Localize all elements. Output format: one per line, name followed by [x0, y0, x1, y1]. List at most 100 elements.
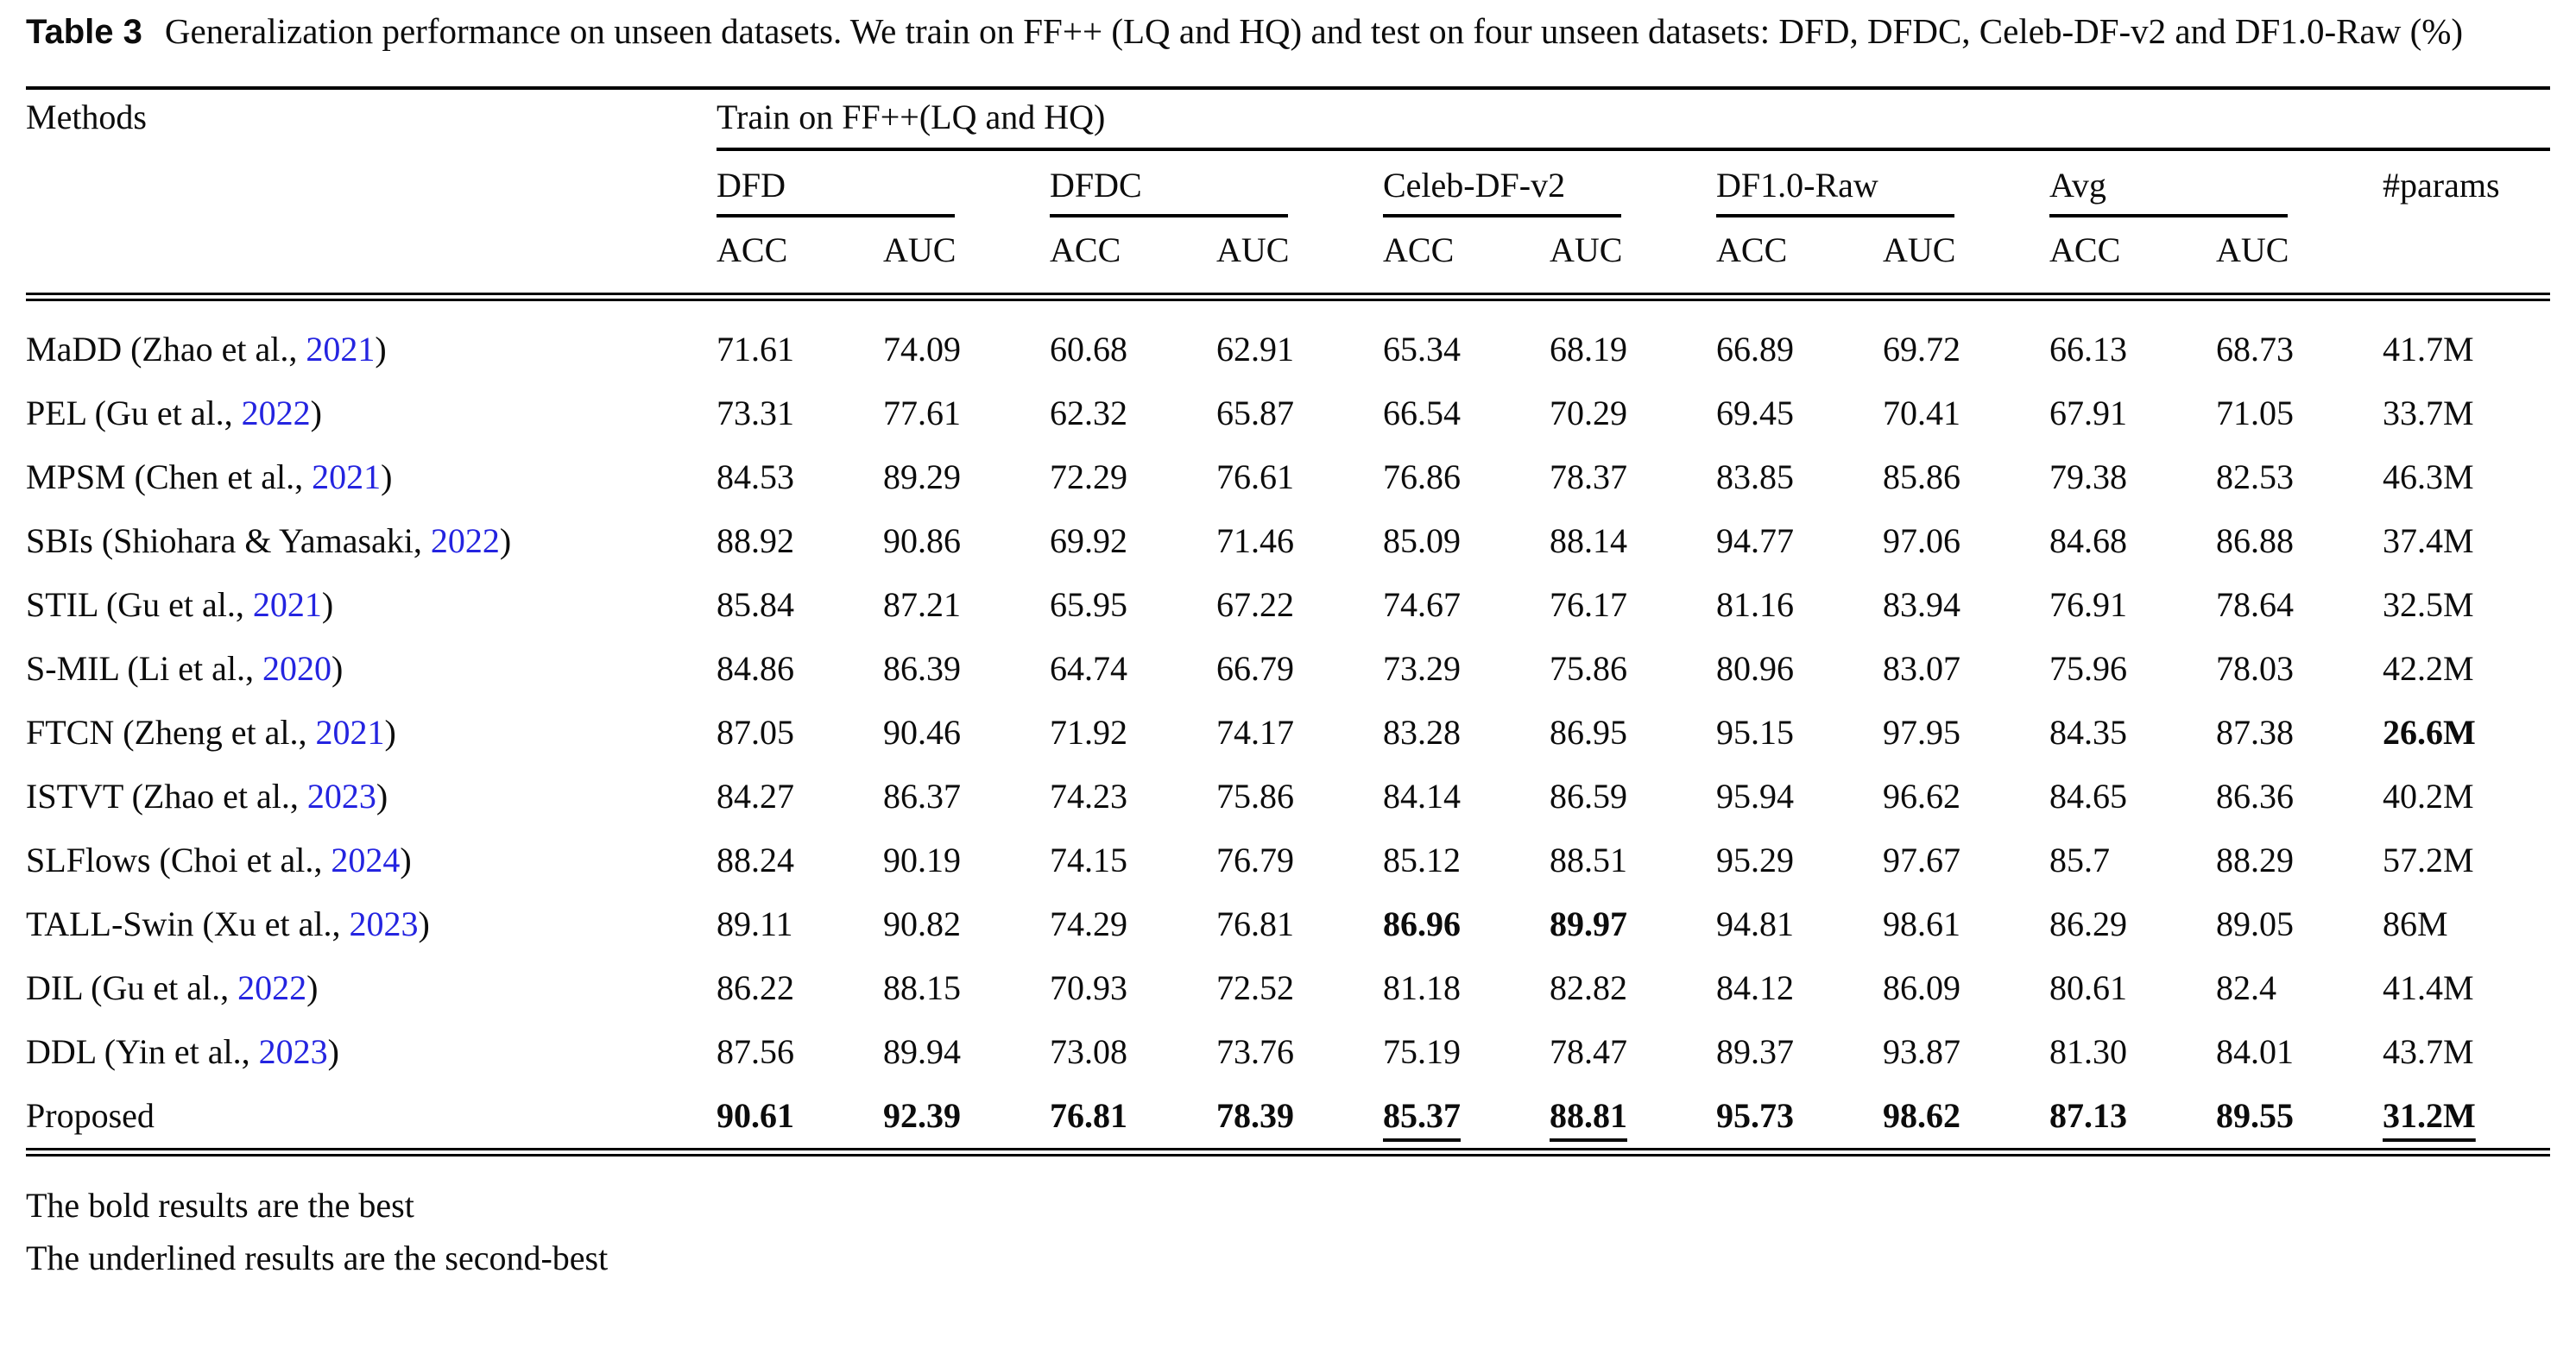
value-cell: 97.67: [1883, 841, 1960, 879]
citation-year-link[interactable]: 2020: [262, 649, 332, 688]
method-text: ): [381, 457, 393, 496]
value-cell: 92.39: [883, 1096, 961, 1135]
value-cell: 90.19: [883, 841, 961, 879]
value-cell: 81.30: [2049, 1032, 2127, 1071]
value-cell: 84.12: [1716, 968, 1794, 1007]
citation-year-link[interactable]: 2022: [237, 968, 307, 1007]
value-cell: 60.68: [1050, 330, 1127, 369]
value-cell: 76.79: [1216, 841, 1294, 879]
value-cell: 85.09: [1383, 521, 1461, 560]
value-cell: 90.61: [717, 1096, 794, 1135]
citation-year-link[interactable]: 2022: [430, 521, 500, 560]
table-row: MaDD (Zhao et al., 2021) 71.61 74.09 60.68 6…: [26, 297, 2550, 381]
value-cell: 86.88: [2216, 521, 2294, 560]
column-header-acc: ACC: [1383, 230, 1455, 269]
table-row: FTCN (Zheng et al., 2021) 87.05 90.46 71.92…: [26, 701, 2550, 765]
header-row-metrics: ACC AUC ACC AUC ACC AUC ACC AUC ACC AUC: [26, 217, 2550, 297]
value-cell: 81.18: [1383, 968, 1461, 1007]
column-header-params: #params: [2383, 166, 2500, 205]
value-cell: 78.39: [1216, 1096, 1294, 1135]
table-row: DDL (Yin et al., 2023) 87.56 89.94 73.08 73.…: [26, 1020, 2550, 1084]
value-cell: 66.13: [2049, 330, 2127, 369]
value-cell: 70.93: [1050, 968, 1127, 1007]
citation-year-link[interactable]: 2024: [331, 841, 401, 879]
value-cell: 83.85: [1716, 457, 1794, 496]
value-cell: 67.91: [2049, 394, 2127, 432]
table-row: DIL (Gu et al., 2022) 86.22 88.15 70.93 72.5…: [26, 956, 2550, 1020]
value-cell: 95.29: [1716, 841, 1794, 879]
value-cell: 88.15: [883, 968, 961, 1007]
value-cell: 69.92: [1050, 521, 1127, 560]
method-text: ): [418, 904, 430, 943]
value-cell: 89.37: [1716, 1032, 1794, 1071]
method-text: MaDD (Zhao et al.,: [26, 330, 306, 369]
method-name: SBIs (Shiohara & Yamasaki, 2022): [26, 509, 717, 573]
citation-year-link[interactable]: 2021: [306, 330, 376, 369]
value-cell: 71.46: [1216, 521, 1294, 560]
value-cell: 90.82: [883, 904, 961, 943]
value-cell: 86.59: [1550, 777, 1627, 816]
value-cell: 69.45: [1716, 394, 1794, 432]
value-cell: 83.94: [1883, 585, 1960, 624]
value-cell: 73.31: [717, 394, 794, 432]
method-name: FTCN (Zheng et al., 2021): [26, 701, 717, 765]
value-cell: 85.86: [1883, 457, 1960, 496]
column-header-auc: AUC: [883, 230, 957, 269]
method-text: ): [499, 521, 512, 560]
citation-year-link[interactable]: 2023: [306, 777, 376, 816]
value-cell: 94.81: [1716, 904, 1794, 943]
value-cell: 84.27: [717, 777, 794, 816]
method-text: PEL (Gu et al.,: [26, 394, 242, 432]
method-text: ): [327, 1032, 339, 1071]
value-cell: 78.64: [2216, 585, 2294, 624]
value-cell: 70.29: [1550, 394, 1627, 432]
value-cell: 75.19: [1383, 1032, 1461, 1071]
method-text: ): [310, 394, 322, 432]
citation-year-link[interactable]: 2023: [349, 904, 419, 943]
value-cell: 33.7M: [2383, 394, 2474, 432]
method-text: TALL-Swin (Xu et al.,: [26, 904, 350, 943]
column-header-df10-raw: DF1.0-Raw: [1716, 149, 2049, 217]
value-cell: 88.51: [1550, 841, 1627, 879]
column-header-train-spanner: Train on FF++(LQ and HQ): [717, 88, 2550, 151]
value-cell: 73.29: [1383, 649, 1461, 688]
value-cell: 80.61: [2049, 968, 2127, 1007]
value-cell: 74.17: [1216, 713, 1294, 752]
method-name: DIL (Gu et al., 2022): [26, 956, 717, 1020]
citation-year-link[interactable]: 2021: [315, 713, 385, 752]
value-cell: 76.81: [1216, 904, 1294, 943]
citation-year-link[interactable]: 2021: [252, 585, 322, 624]
value-cell: 76.86: [1383, 457, 1461, 496]
value-cell: 85.84: [717, 585, 794, 624]
value-cell: 69.72: [1883, 330, 1960, 369]
column-header-acc: ACC: [2049, 230, 2121, 269]
column-header-dfd: DFD: [717, 149, 1050, 217]
value-cell: 90.46: [883, 713, 961, 752]
value-cell: 98.61: [1883, 904, 1960, 943]
value-cell: 97.95: [1883, 713, 1960, 752]
value-cell: 85.12: [1383, 841, 1461, 879]
table-header: Methods Train on FF++(LQ and HQ) DFD DFD…: [26, 88, 2550, 297]
value-cell: 71.05: [2216, 394, 2294, 432]
value-cell: 82.4: [2216, 968, 2276, 1007]
value-cell: 86.29: [2049, 904, 2127, 943]
method-text: ): [400, 841, 412, 879]
dataset-group-label: Avg: [2049, 165, 2288, 217]
value-cell: 26.6M: [2383, 713, 2476, 752]
value-cell: 82.53: [2216, 457, 2294, 496]
value-cell: 65.95: [1050, 585, 1127, 624]
value-cell: 74.29: [1050, 904, 1127, 943]
citation-year-link[interactable]: 2023: [258, 1032, 328, 1071]
table-row: ISTVT (Zhao et al., 2023) 84.27 86.37 74.23…: [26, 765, 2550, 829]
column-header-auc: AUC: [1883, 230, 1956, 269]
citation-year-link[interactable]: 2022: [241, 394, 311, 432]
table-row: MPSM (Chen et al., 2021) 84.53 89.29 72.29 7…: [26, 445, 2550, 509]
column-header-auc: AUC: [1216, 230, 1290, 269]
table-row: STIL (Gu et al., 2021) 85.84 87.21 65.95 67.…: [26, 573, 2550, 637]
value-cell: 86.22: [717, 968, 794, 1007]
results-table: Methods Train on FF++(LQ and HQ) DFD DFD…: [26, 86, 2550, 1156]
train-spanner-label: Train on FF++(LQ and HQ): [717, 98, 1106, 136]
dataset-group-label: DFDC: [1050, 165, 1288, 217]
citation-year-link[interactable]: 2021: [312, 457, 382, 496]
value-cell: 72.29: [1050, 457, 1127, 496]
